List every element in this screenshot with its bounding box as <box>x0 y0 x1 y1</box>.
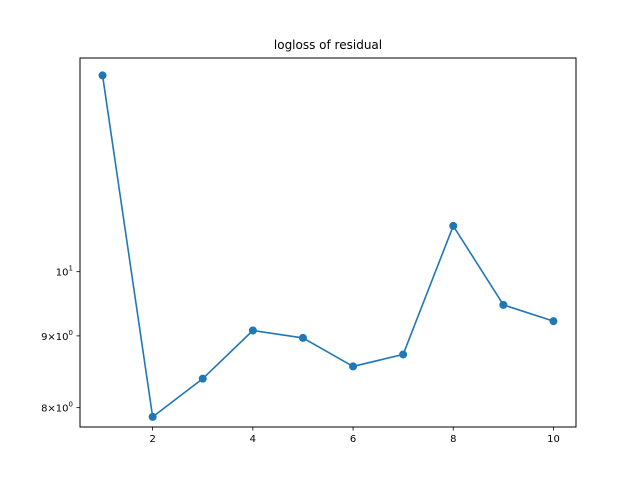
x-tick-label: 10 <box>547 434 560 445</box>
y-axis: 8×100 9×100 101 <box>41 265 80 415</box>
y-tick-label: 9×100 <box>41 329 73 343</box>
data-point <box>198 374 207 383</box>
data-point <box>449 221 458 230</box>
x-tick-label: 8 <box>450 434 456 445</box>
data-point <box>399 350 408 359</box>
y-tick-label: 8×100 <box>41 401 73 415</box>
x-tick-label: 4 <box>250 434 256 445</box>
x-tick-label: 2 <box>149 434 155 445</box>
data-point <box>248 326 257 335</box>
data-point <box>98 71 107 80</box>
y-tick-label: 101 <box>56 265 73 279</box>
x-tick-label: 6 <box>350 434 356 445</box>
data-point <box>148 412 157 421</box>
chart-title: logloss of residual <box>274 38 382 52</box>
data-point <box>499 300 508 309</box>
x-axis: 2 4 6 8 10 <box>149 427 560 445</box>
data-point <box>298 333 307 342</box>
data-point <box>349 362 358 371</box>
series-layer <box>98 71 558 421</box>
data-point <box>549 317 558 326</box>
series-line <box>101 75 554 418</box>
plot-area <box>79 57 577 428</box>
